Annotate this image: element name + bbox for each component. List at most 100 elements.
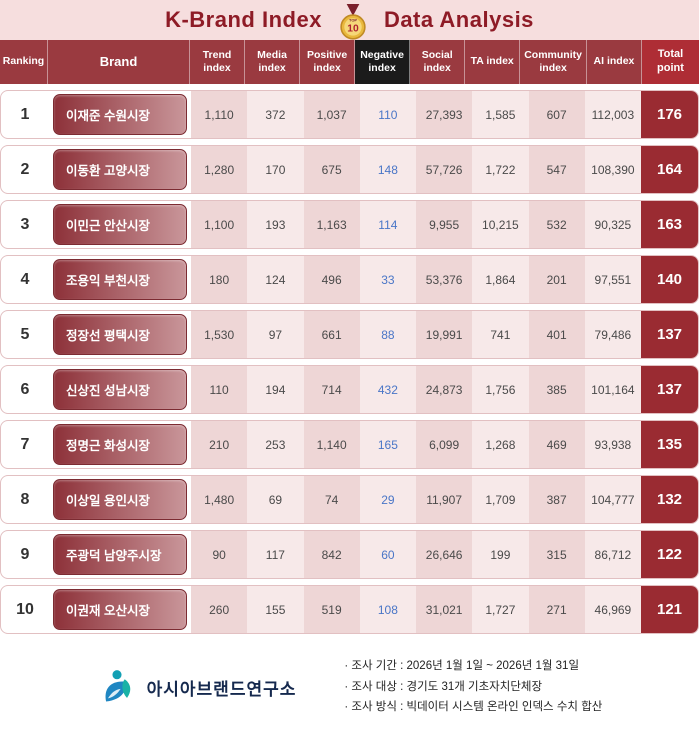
brand-pill: 정장선 평택시장 (53, 314, 187, 355)
brand-cell: 이재준 수원시장 (49, 91, 191, 138)
ai-index-cell: 108,390 (584, 146, 641, 193)
community-index-cell: 201 (528, 256, 585, 303)
ai-index-cell: 112,003 (584, 91, 641, 138)
trend-index-cell: 1,280 (191, 146, 248, 193)
brand-cell: 이권재 오산시장 (49, 586, 191, 633)
total-point-badge: 122 (641, 531, 698, 578)
column-header-trend-index: Trend index (190, 40, 246, 84)
table-row: 7 정명근 화성시장 210 253 1,140 165 6,099 1,268 469 93,9… (0, 420, 699, 469)
org-name: 아시아브랜드연구소 (146, 679, 297, 699)
ta-index-cell: 1,268 (472, 421, 529, 468)
rank-cell: 10 (16, 600, 34, 618)
ai-index-cell: 46,969 (584, 586, 641, 633)
positive-index-cell: 661 (303, 311, 360, 358)
column-header-total-point: Total point (641, 40, 699, 84)
ta-index-cell: 1,585 (472, 91, 529, 138)
table-row: 8 이상일 용인시장 1,480 69 74 29 11,907 1,709 387 104,77… (0, 475, 699, 524)
brand-pill: 조용익 부천시장 (53, 259, 187, 300)
social-index-cell: 6,099 (416, 421, 473, 468)
note-survey-period: · 조사 기간 : 2026년 1월 1일 ~ 2026년 1월 31일 (344, 659, 580, 672)
table-row: 6 신상진 성남시장 110 194 714 432 24,873 1,756 385 101,1… (0, 365, 699, 414)
social-index-cell: 9,955 (416, 201, 473, 248)
trend-index-cell: 260 (191, 586, 248, 633)
positive-index-cell: 1,140 (303, 421, 360, 468)
total-point-badge: 132 (641, 476, 698, 523)
brand-cell: 이상일 용인시장 (49, 476, 191, 523)
ai-index-cell: 97,551 (584, 256, 641, 303)
negative-index-cell: 88 (359, 311, 416, 358)
trend-index-cell: 180 (191, 256, 248, 303)
rank-cell: 9 (20, 545, 30, 563)
rank-cell: 5 (20, 325, 30, 343)
rank-cell: 6 (20, 380, 30, 398)
ai-index-cell: 90,325 (584, 201, 641, 248)
page-footer: 아시아브랜드연구소 · 조사 기간 : 2026년 1월 1일 ~ 2026년 … (0, 640, 699, 734)
media-index-cell: 170 (247, 146, 304, 193)
community-index-cell: 532 (528, 201, 585, 248)
positive-index-cell: 1,037 (303, 91, 360, 138)
medal-number: 10 (347, 23, 359, 34)
survey-notes: · 조사 기간 : 2026년 1월 1일 ~ 2026년 1월 31일 · 조… (344, 656, 602, 718)
table-row: 4 조용익 부천시장 180 124 496 33 53,376 1,864 201 97,551… (0, 255, 699, 304)
column-header-ai-index: AI index (586, 40, 642, 84)
brand-pill: 주광덕 남양주시장 (53, 534, 187, 575)
total-point-badge: 137 (641, 311, 698, 358)
total-point-cell: 121 (641, 586, 698, 633)
total-point-cell: 122 (641, 531, 698, 578)
trend-index-cell: 1,110 (191, 91, 248, 138)
table-row: 9 주광덕 남양주시장 90 117 842 60 26,646 199 315 86,712 12… (0, 530, 699, 579)
page-title: K-Brand Index TOP 10 Data Analysis (0, 0, 699, 40)
community-index-cell: 385 (528, 366, 585, 413)
rank-cell: 2 (20, 160, 30, 178)
community-index-cell: 315 (528, 531, 585, 578)
total-point-badge: 121 (641, 586, 698, 633)
negative-index-cell: 29 (359, 476, 416, 523)
total-point-badge: 176 (641, 91, 698, 138)
social-index-cell: 27,393 (416, 91, 473, 138)
media-index-cell: 124 (247, 256, 304, 303)
brand-cell: 신상진 성남시장 (49, 366, 191, 413)
brand-cell: 이동환 고양시장 (49, 146, 191, 193)
trend-index-cell: 1,100 (191, 201, 248, 248)
ai-index-cell: 86,712 (584, 531, 641, 578)
negative-index-cell: 432 (359, 366, 416, 413)
ai-index-cell: 101,164 (584, 366, 641, 413)
negative-index-cell: 33 (359, 256, 416, 303)
community-index-cell: 607 (528, 91, 585, 138)
positive-index-cell: 519 (303, 586, 360, 633)
trend-index-cell: 110 (191, 366, 248, 413)
total-point-badge: 137 (641, 366, 698, 413)
community-index-cell: 547 (528, 146, 585, 193)
ta-index-cell: 199 (472, 531, 529, 578)
media-index-cell: 97 (247, 311, 304, 358)
negative-index-cell: 60 (359, 531, 416, 578)
media-index-cell: 117 (247, 531, 304, 578)
table-row: 3 이민근 안산시장 1,100 193 1,163 114 9,955 10,215 532 9… (0, 200, 699, 249)
medal-top-label: TOP (349, 17, 357, 22)
brand-cell: 정장선 평택시장 (49, 311, 191, 358)
social-index-cell: 57,726 (416, 146, 473, 193)
ta-index-cell: 10,215 (472, 201, 529, 248)
brand-cell: 주광덕 남양주시장 (49, 531, 191, 578)
total-point-cell: 140 (641, 256, 698, 303)
negative-index-cell: 148 (359, 146, 416, 193)
note-survey-target: · 조사 대상 : 경기도 31개 기초자치단체장 (344, 680, 543, 693)
community-index-cell: 387 (528, 476, 585, 523)
total-point-cell: 137 (641, 311, 698, 358)
negative-index-cell: 108 (359, 586, 416, 633)
positive-index-cell: 1,163 (303, 201, 360, 248)
ai-index-cell: 104,777 (584, 476, 641, 523)
ta-index-cell: 1,727 (472, 586, 529, 633)
total-point-cell: 176 (641, 91, 698, 138)
ta-index-cell: 1,864 (472, 256, 529, 303)
rank-cell: 1 (20, 105, 30, 123)
social-index-cell: 26,646 (416, 531, 473, 578)
table-row: 10 이권재 오산시장 260 155 519 108 31,021 1,727 271 46,9… (0, 585, 699, 634)
media-index-cell: 69 (247, 476, 304, 523)
brand-pill: 이재준 수원시장 (53, 94, 187, 135)
rank-cell: 3 (20, 215, 30, 233)
social-index-cell: 19,991 (416, 311, 473, 358)
ta-index-cell: 741 (472, 311, 529, 358)
brand-pill: 이상일 용인시장 (53, 479, 187, 520)
